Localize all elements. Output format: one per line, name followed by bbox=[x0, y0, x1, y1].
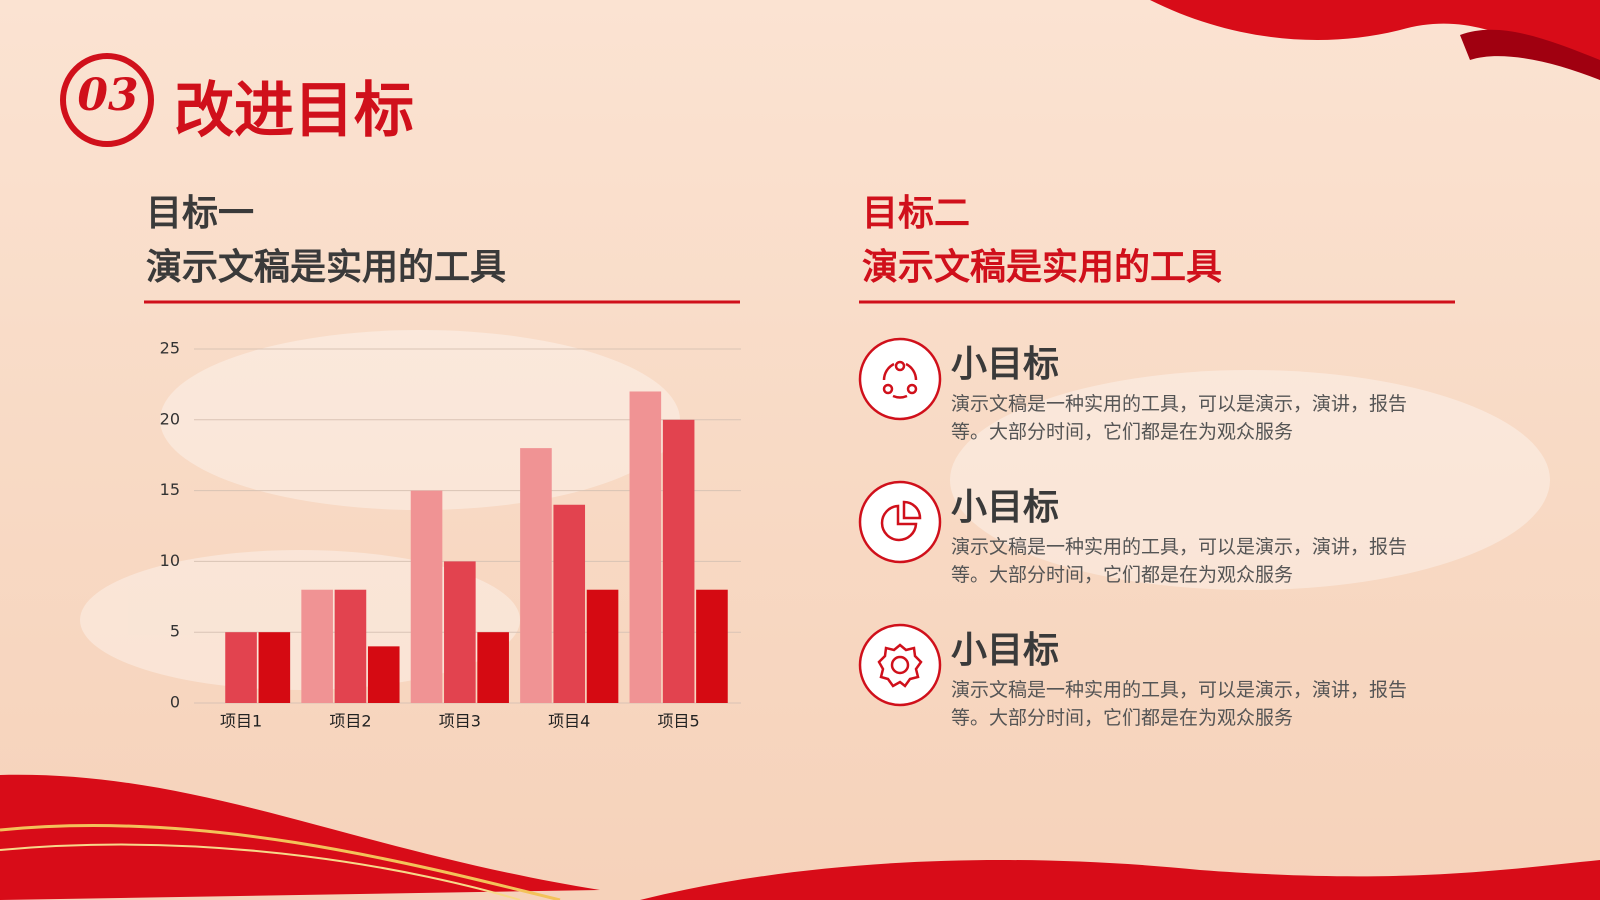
bar bbox=[477, 632, 509, 703]
bar bbox=[444, 561, 476, 703]
y-tick-label: 5 bbox=[170, 622, 180, 641]
x-tick-label: 项目4 bbox=[548, 712, 590, 731]
heading: 目标一 bbox=[146, 192, 255, 234]
wave-bottom-right bbox=[640, 860, 1600, 900]
icons bbox=[858, 337, 942, 707]
y-tick-label: 0 bbox=[170, 693, 180, 712]
y-tick-label: 15 bbox=[160, 480, 180, 499]
x-tick-label: 项目1 bbox=[220, 712, 262, 731]
goal-item: 小目标 演示文稿是一种实用的工具，可以是演示，演讲，报告等。大部分时间，它们都是… bbox=[951, 342, 1441, 446]
item-text: 演示文稿是一种实用的工具，可以是演示，演讲，报告等。大部分时间，它们都是在为观众… bbox=[951, 393, 1408, 443]
item-title: 小目标 bbox=[951, 629, 1060, 671]
y-tick-label: 10 bbox=[160, 551, 180, 570]
subheading: 演示文稿是实用的工具 bbox=[146, 246, 507, 288]
item-text: 演示文稿是一种实用的工具，可以是演示，演讲，报告等。大部分时间，它们都是在为观众… bbox=[951, 679, 1408, 729]
bar bbox=[367, 646, 400, 703]
heading: 目标二 bbox=[862, 192, 971, 234]
wave-bottom-left bbox=[0, 774, 600, 900]
bar bbox=[662, 419, 695, 703]
left-heading: 目标一 演示文稿是实用的工具 bbox=[146, 186, 506, 294]
slide-title: 改进目标 bbox=[174, 76, 414, 146]
item-title: 小目标 bbox=[951, 486, 1060, 528]
subheading: 演示文稿是实用的工具 bbox=[862, 246, 1223, 288]
bar bbox=[586, 589, 619, 703]
x-tick-label: 项目3 bbox=[439, 712, 481, 731]
ribbon-shadow bbox=[1460, 29, 1600, 81]
right-heading: 目标二 演示文稿是实用的工具 bbox=[862, 186, 1222, 294]
bar bbox=[301, 589, 333, 703]
bar bbox=[520, 448, 552, 703]
bar-chart: 0 5 10 15 20 25 项目1 项目2 项目3 项目4 项目5 bbox=[160, 339, 741, 731]
gold-line bbox=[0, 843, 521, 900]
gold-line bbox=[0, 823, 561, 900]
section-number: 03 bbox=[77, 70, 139, 121]
goal-item: 小目标 演示文稿是一种实用的工具，可以是演示，演讲，报告等。大部分时间，它们都是… bbox=[951, 485, 1441, 589]
bar bbox=[258, 632, 291, 703]
x-tick-label: 项目5 bbox=[658, 712, 700, 731]
clouds bbox=[80, 330, 1550, 690]
goal-item: 小目标 演示文稿是一种实用的工具，可以是演示，演讲，报告等。大部分时间，它们都是… bbox=[951, 628, 1441, 732]
item-text: 演示文稿是一种实用的工具，可以是演示，演讲，报告等。大部分时间，它们都是在为观众… bbox=[951, 536, 1408, 586]
bar bbox=[334, 589, 367, 703]
y-tick-label: 20 bbox=[160, 409, 180, 428]
bar bbox=[696, 589, 728, 703]
bar bbox=[225, 632, 257, 703]
ribbon-top bbox=[1150, 0, 1600, 80]
icon-glyphs bbox=[877, 360, 923, 688]
bar bbox=[553, 504, 586, 703]
item-title: 小目标 bbox=[951, 343, 1060, 385]
y-tick-label: 25 bbox=[160, 339, 180, 358]
stamp-ring bbox=[60, 53, 154, 147]
bar bbox=[629, 391, 662, 703]
x-tick-label: 项目2 bbox=[329, 712, 371, 731]
bar bbox=[410, 490, 443, 703]
